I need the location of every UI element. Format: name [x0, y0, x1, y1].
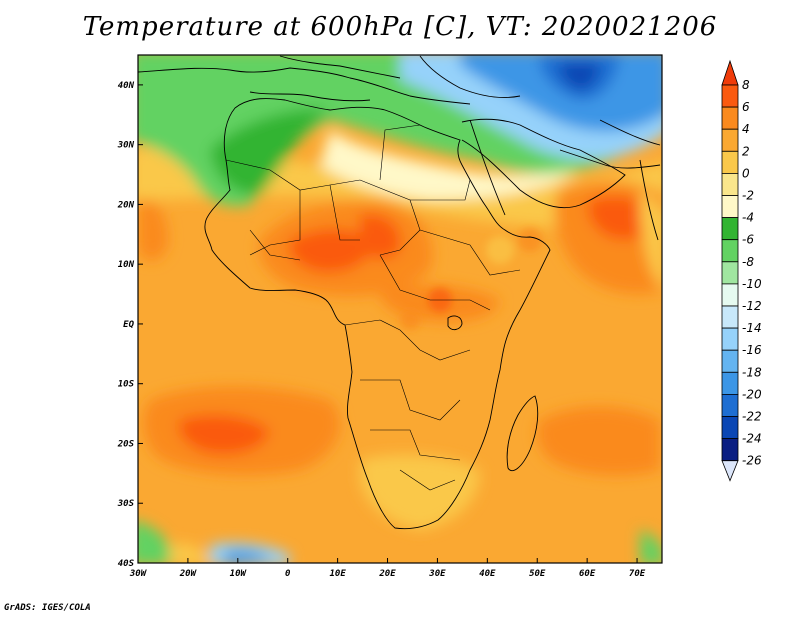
lat-tick-label: EQ — [123, 320, 134, 330]
colorbar-box — [721, 84, 739, 108]
colorbar-box — [721, 128, 739, 152]
colorbar-level-label: 0 — [742, 166, 750, 180]
colorbar-box — [721, 261, 739, 285]
map-title: Temperature at 600hPa [C], VT: 202002120… — [82, 12, 718, 42]
colorbar-level-label: 6 — [742, 100, 750, 114]
lat-tick-label: 40N — [118, 81, 135, 91]
grads-credit: GrADS: IGES/COLA — [4, 603, 91, 613]
colorbar-box — [721, 305, 739, 329]
colorbar-level-label: 8 — [742, 78, 750, 92]
colorbar-level-label: -10 — [742, 277, 762, 291]
lon-tick-label: 30E — [428, 569, 446, 579]
colorbar-level-label: -6 — [742, 233, 754, 247]
colorbar-box — [721, 393, 739, 417]
country-borders — [225, 124, 521, 491]
colorbar-level-label: -8 — [742, 255, 754, 269]
lon-tick-label: 60E — [579, 569, 596, 579]
colorbar-level-label: -16 — [742, 343, 762, 357]
colorbar-box — [721, 283, 739, 307]
colorbar-box — [721, 371, 739, 395]
lon-tick-label: 10E — [329, 569, 346, 579]
lon-tick-label: 20W — [179, 569, 198, 579]
colorbar-box — [721, 416, 739, 440]
lon-tick-label: 0 — [285, 569, 291, 579]
lat-tick-label: 40S — [118, 559, 135, 569]
axis-ticks: 30W 20W 10W 0 10E 20E 30E 40E 50E 60E 70E 40N 30N 20N… — [117, 81, 646, 579]
colorbar-level-label: -12 — [742, 299, 762, 313]
colorbar-box — [721, 217, 739, 241]
colorbar-box — [721, 106, 739, 130]
colorbar-level-label: 2 — [742, 144, 750, 158]
colorbar-box — [721, 150, 739, 174]
colorbar-level-label: -18 — [742, 365, 762, 379]
colorbar-level-label: -20 — [742, 387, 762, 401]
temperature-field — [138, 55, 662, 563]
map-frame — [137, 54, 663, 564]
coastlines — [138, 55, 661, 530]
lat-tick-label: 20N — [117, 200, 135, 210]
colorbar-level-label: -2 — [742, 189, 754, 203]
colorbar-box — [721, 438, 739, 462]
colorbar-box — [721, 172, 739, 196]
colorbar-box — [721, 239, 739, 263]
colorbar-box — [721, 195, 739, 219]
lat-tick-label: 10S — [118, 380, 135, 390]
colorbar-box — [721, 349, 739, 373]
lon-tick-label: 40E — [479, 569, 496, 579]
lon-tick-label: 50E — [529, 569, 546, 579]
colorbar: 8 6 4 2 0 -2 -4 -6 -8 -10 -12 -14 -16 -18 -20 -22 -24 -26 — [721, 59, 762, 482]
lat-tick-label: 30N — [117, 141, 135, 151]
lon-tick-label: 20E — [378, 569, 396, 579]
colorbar-box — [721, 327, 739, 351]
colorbar-bottom-triangle — [721, 460, 739, 482]
lat-tick-label: 10N — [118, 260, 135, 270]
lat-tick-label: 20S — [117, 439, 135, 449]
lon-tick-label: 70E — [629, 569, 646, 579]
colorbar-level-label: -24 — [742, 432, 762, 446]
colorbar-level-label: -22 — [742, 410, 762, 424]
lon-tick-label: 10W — [230, 569, 248, 579]
lon-tick-label: 30W — [129, 569, 148, 579]
lat-tick-label: 30S — [117, 499, 135, 509]
colorbar-level-label: 4 — [742, 122, 750, 136]
colorbar-top-triangle — [721, 59, 739, 86]
colorbar-level-label: -26 — [742, 454, 762, 468]
colorbar-level-label: -14 — [742, 321, 762, 335]
colorbar-level-label: -4 — [742, 211, 754, 225]
